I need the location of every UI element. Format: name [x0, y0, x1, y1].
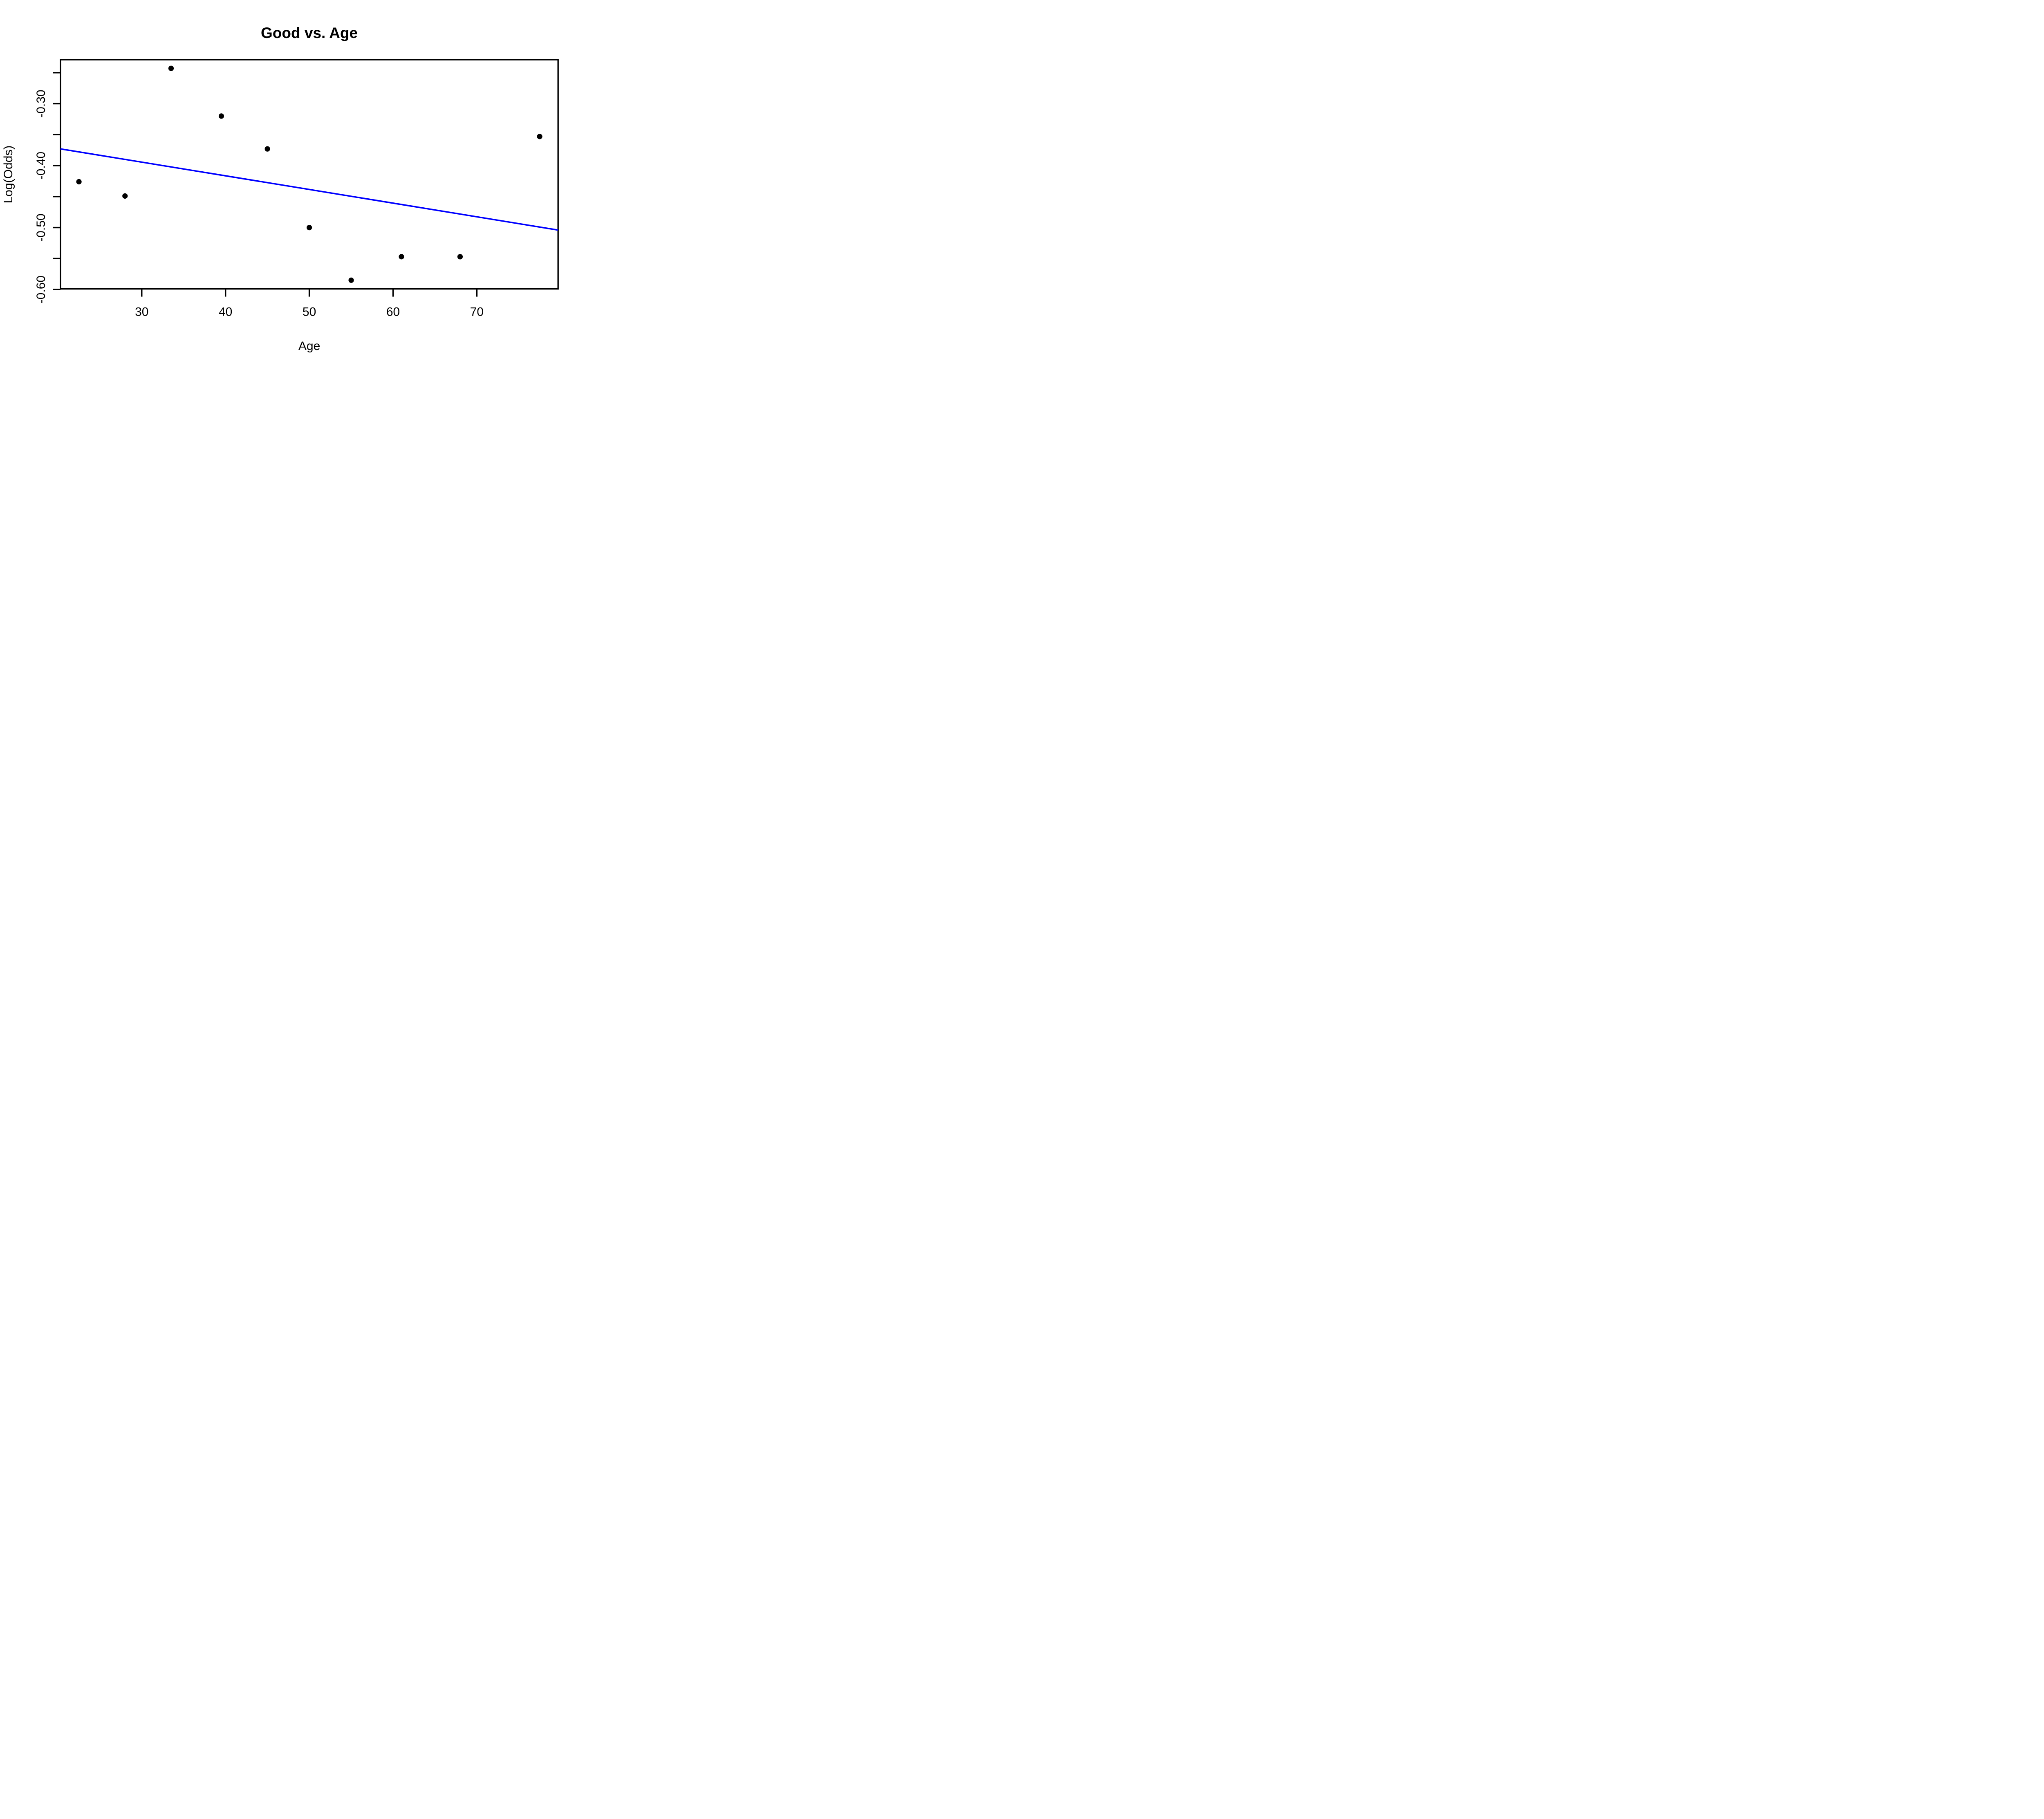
y-tick-label: -0.60 — [34, 276, 48, 303]
data-point — [307, 225, 312, 231]
data-point — [76, 179, 82, 185]
data-point — [348, 277, 354, 283]
x-axis-label: Age — [298, 339, 320, 353]
y-tick-label: -0.30 — [34, 90, 48, 117]
y-tick-label: -0.40 — [34, 152, 48, 179]
chart-title: Good vs. Age — [261, 25, 358, 41]
data-point — [457, 254, 463, 260]
scatter-plot-figure: Good vs. Age Age Log(Odds) 30 40 50 60 70 -0.… — [0, 0, 589, 364]
x-tick-label: 70 — [470, 305, 484, 319]
plot-area: 30 40 50 60 70 -0.60 -0.50 -0.40 -0.30 — [34, 59, 559, 319]
y-axis-label: Log(Odds) — [2, 146, 15, 204]
data-point — [264, 146, 270, 152]
regression-line — [60, 148, 558, 231]
data-point — [537, 134, 542, 139]
x-tick-label: 60 — [386, 305, 400, 319]
y-tick-label: -0.50 — [34, 213, 48, 241]
data-point — [218, 113, 224, 119]
data-point — [399, 254, 404, 260]
data-point — [122, 193, 128, 199]
x-tick-label: 30 — [135, 305, 148, 319]
plot-box — [60, 59, 559, 290]
chart-canvas: Good vs. Age Age Log(Odds) 30 40 50 60 70 -0.… — [2, 25, 559, 353]
x-tick-label: 50 — [303, 305, 316, 319]
x-tick-label: 40 — [219, 305, 232, 319]
data-point — [168, 65, 174, 71]
